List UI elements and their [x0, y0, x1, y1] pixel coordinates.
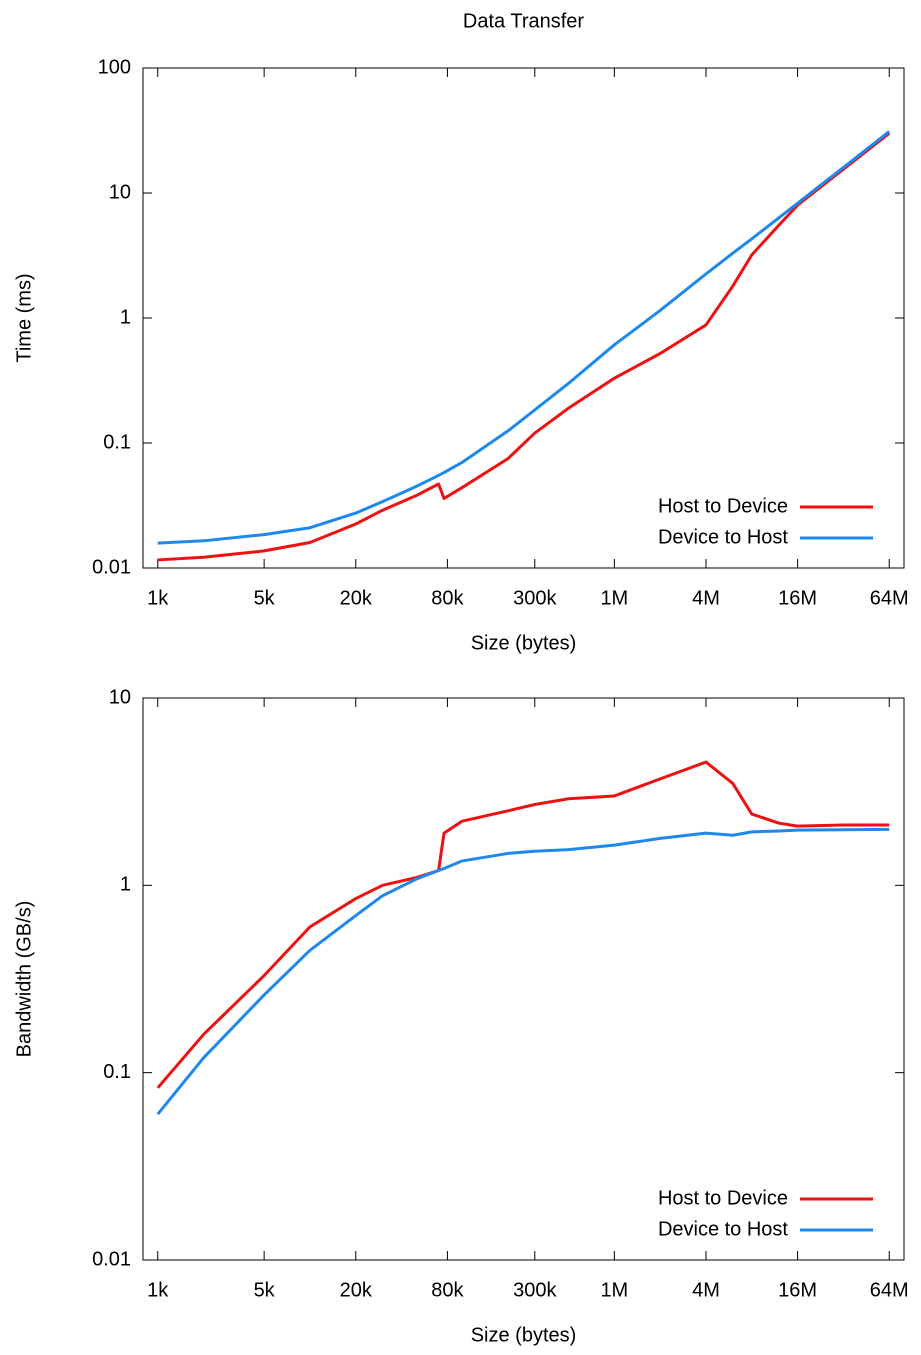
x-tick-label: 80k: [431, 587, 464, 609]
x-tick-label: 5k: [254, 587, 276, 609]
y-tick-label: 1: [120, 874, 131, 896]
x-tick-label: 1k: [147, 1279, 169, 1301]
x-tick-label: 20k: [340, 587, 373, 609]
x-tick-label: 4M: [692, 587, 720, 609]
x-tick-label: 16M: [778, 587, 817, 609]
x-tick-label: 5k: [254, 1279, 276, 1301]
x-tick-label: 1M: [600, 1279, 628, 1301]
x-axis-label: Size (bytes): [471, 1324, 577, 1346]
plot-frame: [142, 697, 905, 1261]
y-tick-label: 0.1: [103, 431, 131, 453]
y-tick-label: 0.1: [103, 1061, 131, 1083]
y-tick-label: 10: [109, 686, 131, 708]
x-tick-label: 20k: [340, 1279, 373, 1301]
y-tick-label: 100: [98, 56, 131, 78]
x-tick-label: 300k: [513, 1279, 557, 1301]
y-tick-label: 0.01: [92, 556, 131, 578]
legend-label: Host to Device: [658, 1187, 788, 1209]
x-tick-label: 80k: [431, 1279, 464, 1301]
series-line: [156, 827, 890, 1116]
y-axis-label: Bandwidth (GB/s): [13, 901, 35, 1058]
legend-label: Device to Host: [658, 526, 788, 548]
x-tick-label: 300k: [513, 587, 557, 609]
y-axis-label: Time (ms): [13, 273, 35, 362]
x-tick-label: 4M: [692, 1279, 720, 1301]
series-line: [157, 130, 891, 545]
y-tick-label: 0.01: [92, 1248, 131, 1270]
y-tick-label: 1: [120, 306, 131, 328]
x-tick-label: 64M: [870, 1279, 909, 1301]
series-line: [157, 132, 891, 562]
legend-label: Host to Device: [658, 495, 788, 517]
x-tick-label: 1M: [600, 587, 628, 609]
x-tick-label: 1k: [147, 587, 169, 609]
legend-label: Device to Host: [658, 1218, 788, 1240]
series-line: [156, 760, 890, 1089]
plot-frame: [142, 67, 905, 569]
x-axis-label: Size (bytes): [471, 632, 577, 654]
x-tick-label: 16M: [778, 1279, 817, 1301]
chart-title: Data Transfer: [463, 10, 585, 32]
x-tick-label: 64M: [870, 587, 909, 609]
y-tick-label: 10: [109, 181, 131, 203]
